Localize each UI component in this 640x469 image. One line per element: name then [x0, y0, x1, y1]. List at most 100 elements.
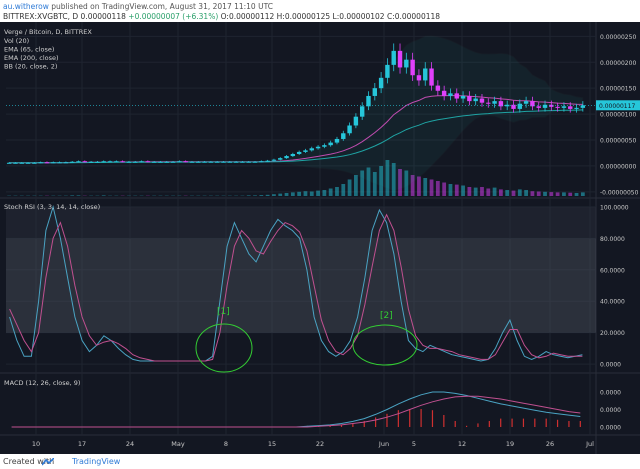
candle-body	[341, 133, 346, 139]
y-tick-label: 40.0000	[600, 299, 625, 306]
y-tick-label: 0.00000100	[600, 112, 636, 119]
volume-bar	[290, 192, 295, 196]
x-tick-label: Jun	[378, 440, 389, 448]
volume-bar	[410, 175, 415, 196]
candle-body	[32, 162, 37, 164]
created-with-label: Created with	[3, 457, 55, 466]
candle-body	[88, 161, 94, 163]
volume-bar	[429, 179, 434, 196]
x-tick-label: 26	[546, 440, 554, 448]
macd-hist-bar	[477, 423, 479, 427]
bollinger-fill	[9, 35, 584, 192]
volume-bar	[347, 179, 352, 196]
candle-body	[473, 98, 478, 102]
volume-bar	[511, 190, 516, 196]
candle-body	[322, 145, 327, 147]
stoch-bands	[6, 206, 596, 333]
candle-body	[435, 85, 441, 91]
volume-bar	[473, 187, 478, 196]
candle-body	[309, 148, 314, 151]
volume-bar	[505, 190, 510, 196]
volume-bar	[70, 195, 75, 196]
volume-bar	[76, 195, 81, 196]
volume-bar	[423, 178, 428, 196]
candle-body	[366, 95, 371, 107]
candle-body	[467, 95, 472, 102]
volume-bar	[480, 187, 484, 196]
volume-bar	[303, 191, 308, 196]
candle-body	[114, 161, 119, 163]
stoch-band-fill	[6, 238, 596, 333]
candle-body	[126, 161, 132, 163]
y-tick-label: 100.0000	[600, 204, 629, 211]
macd-hist-bar	[454, 421, 456, 427]
macd-hist-bar	[511, 418, 513, 427]
candle-body	[555, 106, 560, 108]
x-tick-label: May	[171, 440, 185, 448]
volume-bar	[568, 192, 573, 196]
x-tick-label: 12	[458, 440, 466, 448]
volume-bar	[335, 187, 339, 196]
candle-body	[479, 98, 485, 103]
tradingview-logo-icon	[42, 458, 54, 466]
volume-bar	[536, 191, 541, 196]
candle-body	[448, 93, 453, 96]
candle-body	[189, 161, 195, 163]
volume-bar	[316, 190, 320, 196]
last-price-label: 0.00000117	[599, 103, 635, 110]
volume-bar	[246, 195, 251, 196]
candle-body	[139, 161, 144, 163]
macd-hist-bar	[329, 425, 331, 427]
last-price-tag	[596, 100, 640, 111]
y-tick-label: 0.00000050	[600, 138, 636, 145]
candle-body	[290, 153, 296, 157]
y-tick-label: 0.0000	[600, 425, 621, 432]
volume-bar	[309, 191, 314, 196]
candle-body	[278, 158, 283, 160]
footer: Created with TradingView	[0, 454, 640, 469]
candle-body	[240, 161, 245, 163]
price-change: +0.00000007 (+6.31%)	[128, 12, 219, 21]
candle-body	[196, 161, 201, 163]
candle-body	[95, 161, 100, 163]
y-tick-label: 0.0000	[600, 407, 621, 414]
y-tick-label: 0.00000000	[600, 163, 636, 170]
candle-body	[214, 161, 220, 163]
macd-hist-bar	[465, 425, 468, 427]
candle-body	[372, 88, 378, 96]
candle-body	[82, 161, 88, 163]
macd-hist-bar	[568, 421, 570, 427]
volume-bar	[517, 189, 522, 196]
stoch-rsi-lines	[9, 204, 583, 362]
y-tick-label: 80.0000	[600, 236, 625, 243]
volume-bar	[259, 195, 264, 196]
volume-bar	[530, 191, 535, 196]
candle-body	[416, 75, 422, 81]
candle-body	[328, 142, 333, 146]
tradingview-link[interactable]: TradingView	[72, 457, 121, 466]
volume-bar	[354, 175, 358, 196]
candle-body	[57, 162, 62, 164]
candle-body	[284, 156, 289, 159]
volume-bar	[253, 195, 257, 196]
y-tick-label: 0.0000	[600, 362, 621, 369]
macd-hist-bar	[579, 421, 581, 427]
annotation-label-2: [2]	[380, 311, 393, 321]
macd-hist-bar	[556, 419, 559, 427]
author-link[interactable]: au.witherow	[3, 2, 49, 11]
volume-bar	[524, 190, 528, 196]
last-price: 0.00000118	[80, 12, 126, 21]
candle-body	[498, 101, 504, 107]
indicator-label: EMA (65, close)	[4, 46, 54, 54]
volume-bar	[555, 192, 560, 196]
candle-body	[164, 161, 169, 163]
y-tick-label: 0.00000200	[600, 60, 636, 67]
volume-bar	[562, 192, 566, 196]
candle-body	[296, 151, 302, 154]
macd-hist-bar	[340, 424, 343, 427]
candle-body	[536, 106, 541, 108]
candle-body	[145, 161, 151, 163]
candle-body	[561, 106, 567, 108]
candle-body	[19, 162, 24, 164]
